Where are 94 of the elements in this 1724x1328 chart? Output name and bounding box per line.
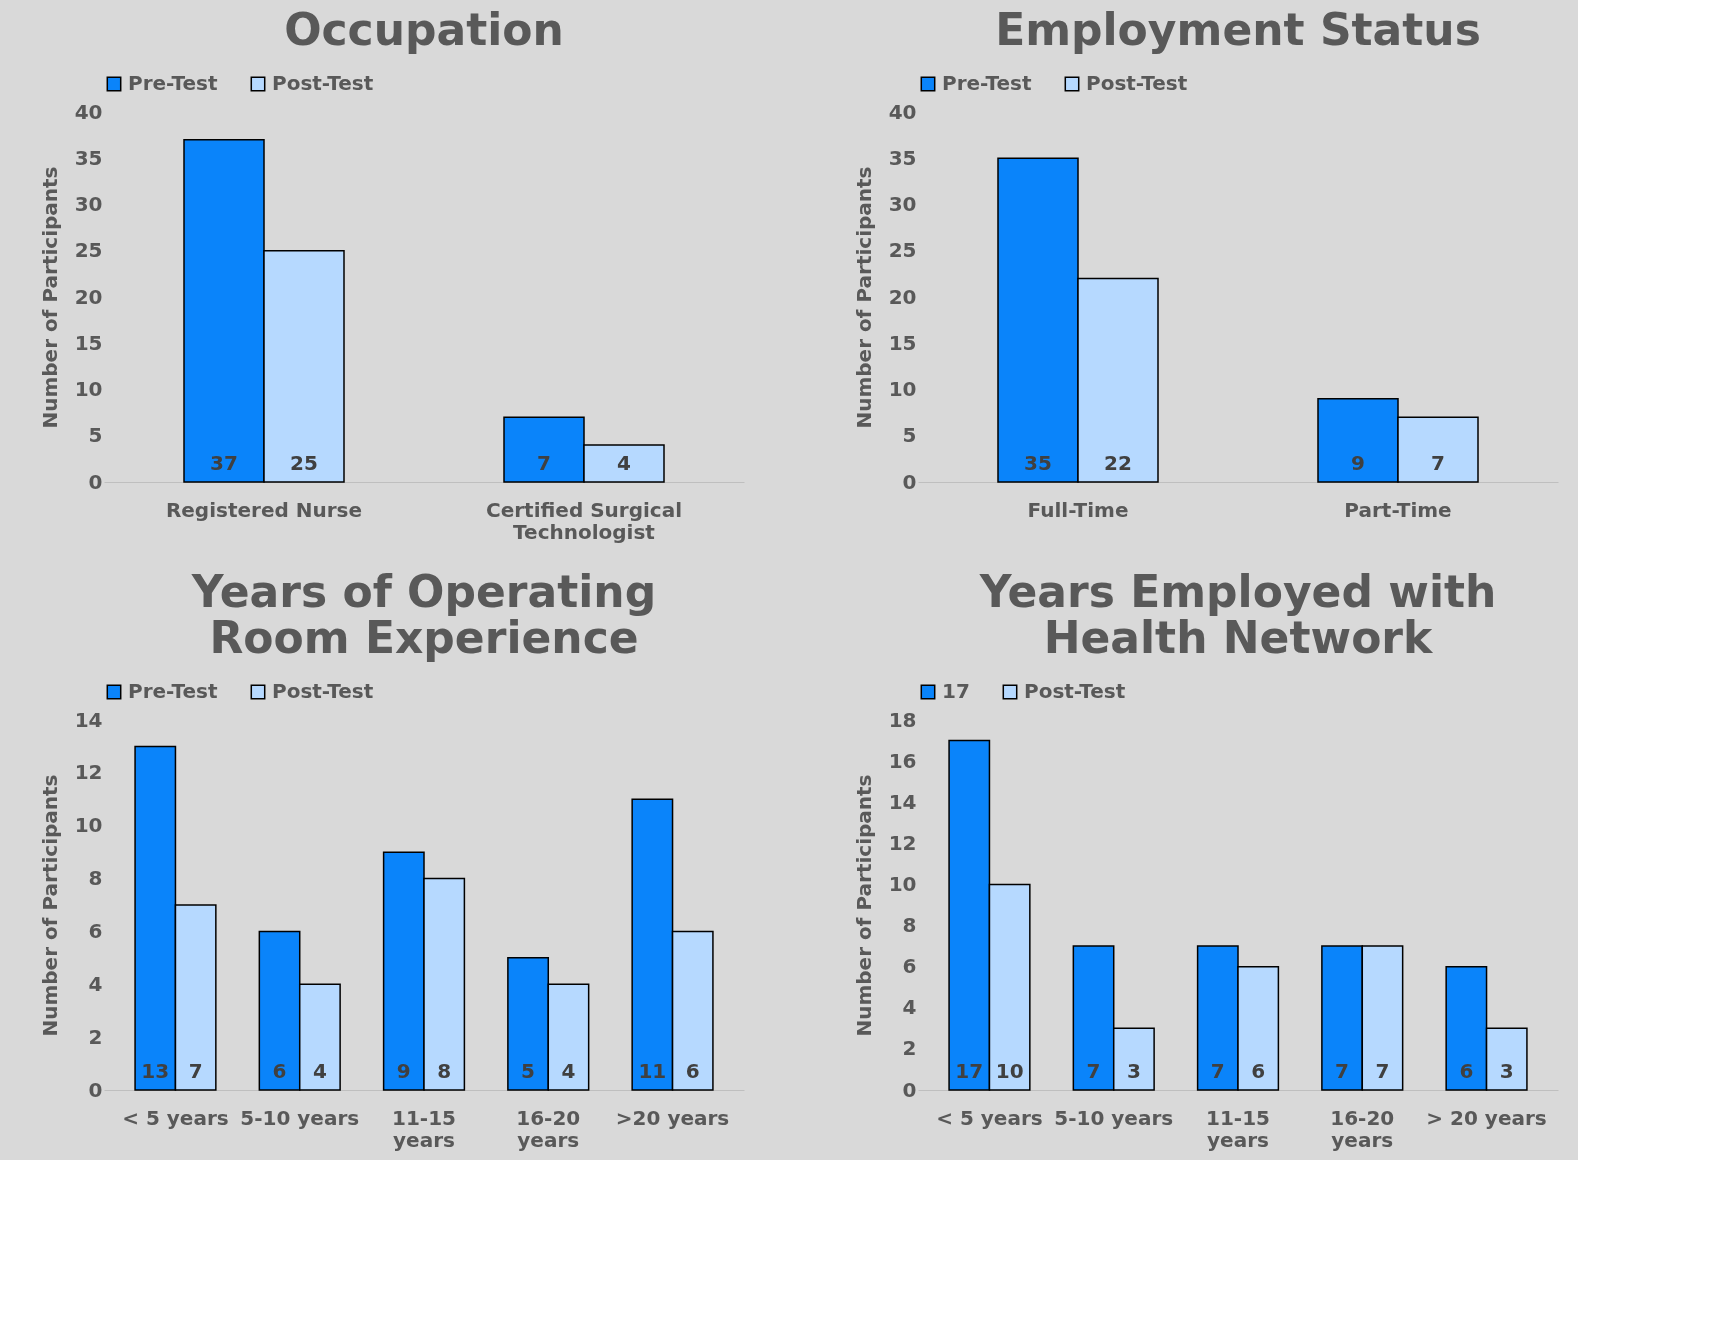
- y-tick-label: 12: [888, 830, 917, 855]
- x-tick-label: 11-15 years: [392, 1105, 456, 1152]
- y-tick-label: 18: [888, 707, 917, 732]
- data-label: 7: [188, 1059, 203, 1083]
- y-tick-label: 0: [902, 469, 917, 494]
- y-tick-label: 30: [74, 192, 103, 216]
- data-label: 9: [1351, 451, 1365, 475]
- y-tick-label: 10: [888, 871, 917, 896]
- y-tick-label: 16: [888, 748, 917, 773]
- data-label: 5: [521, 1059, 536, 1083]
- y-axis-title: Number of Participants: [37, 774, 62, 1037]
- x-tick-label: Full-Time: [1027, 497, 1129, 522]
- x-tick-label: >20 years: [615, 1105, 730, 1130]
- y-tick-label: 10: [888, 377, 917, 401]
- y-tick-label: 20: [888, 284, 917, 309]
- data-label: 3: [1126, 1059, 1141, 1083]
- y-tick-label: 14: [74, 707, 103, 732]
- y-tick-label: 4: [88, 971, 103, 996]
- data-label: 35: [1024, 451, 1052, 475]
- chart-title: Years of Operating Room Experience: [190, 566, 657, 663]
- data-label: 7: [1335, 1059, 1350, 1083]
- legend-label: Pre-Test: [942, 71, 1032, 95]
- data-label: 8: [437, 1059, 452, 1083]
- y-tick-label: 6: [902, 954, 917, 979]
- data-label: 13: [141, 1059, 170, 1083]
- x-tick-label: Certified Surgical Technologist: [485, 497, 683, 544]
- legend-label: Pre-Test: [128, 679, 218, 703]
- data-label: 6: [1459, 1059, 1474, 1083]
- y-tick-label: 5: [902, 423, 917, 448]
- data-label: 17: [942, 679, 970, 703]
- y-tick-label: 20: [74, 284, 103, 309]
- x-tick-label: 5-10 years: [240, 1105, 360, 1130]
- x-tick-label: 16-20 years: [516, 1105, 581, 1152]
- data-label: 4: [617, 451, 631, 475]
- data-label: 6: [1251, 1059, 1266, 1083]
- chart-title: Occupation: [284, 4, 564, 55]
- x-tick-label: Registered Nurse: [165, 497, 363, 522]
- legend-label: Pre-Test: [128, 71, 218, 95]
- y-tick-label: 6: [88, 918, 103, 943]
- data-label: 7: [537, 451, 551, 475]
- x-tick-label: < 5 years: [936, 1105, 1043, 1130]
- legend-label: Post-Test: [272, 71, 374, 95]
- x-tick-label: 16-20 years: [1330, 1105, 1395, 1152]
- x-tick-label: > 20 years: [1426, 1105, 1547, 1130]
- chart-title: Years Employed with Health Network: [978, 566, 1497, 663]
- x-tick-label: < 5 years: [122, 1105, 229, 1130]
- data-label: 11: [638, 1059, 667, 1083]
- chart-title: Employment Status: [995, 4, 1481, 55]
- y-tick-label: 0: [902, 1077, 917, 1102]
- data-label: 6: [272, 1059, 287, 1083]
- data-label: 4: [312, 1059, 327, 1083]
- y-tick-label: 0: [88, 469, 103, 494]
- x-tick-label: 5-10 years: [1054, 1105, 1174, 1130]
- y-tick-label: 5: [88, 423, 103, 448]
- x-tick-label: Part-Time: [1344, 497, 1452, 522]
- y-tick-label: 10: [74, 377, 103, 401]
- y-tick-label: 35: [888, 145, 917, 170]
- y-tick-label: 40: [74, 99, 103, 124]
- y-tick-label: 40: [888, 99, 917, 124]
- legend-label: Post-Test: [1086, 71, 1188, 95]
- y-axis-title: Number of Participants: [37, 166, 62, 429]
- y-tick-label: 2: [902, 1036, 917, 1061]
- data-label: 6: [685, 1059, 700, 1083]
- y-axis-title: Number of Participants: [851, 774, 876, 1037]
- data-label: 7: [1210, 1059, 1225, 1083]
- data-label: 3: [1499, 1059, 1514, 1083]
- data-label: 10: [995, 1059, 1024, 1083]
- y-tick-label: 12: [74, 760, 103, 785]
- y-tick-label: 14: [888, 789, 917, 814]
- y-tick-label: 15: [74, 330, 103, 355]
- y-tick-label: 25: [888, 238, 917, 263]
- y-tick-label: 30: [888, 192, 917, 216]
- data-label: 22: [1104, 451, 1132, 475]
- y-tick-label: 15: [888, 330, 917, 355]
- legend-label: Post-Test: [272, 679, 374, 703]
- y-tick-label: 25: [74, 238, 103, 263]
- data-label: 7: [1375, 1059, 1390, 1083]
- y-tick-label: 8: [88, 866, 103, 891]
- data-label: 9: [396, 1059, 411, 1083]
- y-tick-label: 0: [88, 1077, 103, 1102]
- y-axis-title: Number of Participants: [851, 166, 876, 429]
- data-label: 7: [1431, 451, 1445, 475]
- y-tick-label: 4: [902, 995, 917, 1020]
- data-label: 4: [561, 1059, 576, 1083]
- x-tick-label: 11-15 years: [1206, 1105, 1270, 1152]
- y-tick-label: 35: [74, 145, 103, 170]
- data-label: 37: [210, 451, 238, 475]
- y-tick-label: 10: [74, 813, 103, 838]
- data-label: 25: [290, 451, 318, 475]
- y-tick-label: 2: [88, 1024, 103, 1049]
- series-label: 17: [955, 1059, 984, 1083]
- y-tick-label: 8: [902, 913, 917, 938]
- data-label: 7: [1086, 1059, 1101, 1083]
- legend-label: Post-Test: [1024, 679, 1126, 703]
